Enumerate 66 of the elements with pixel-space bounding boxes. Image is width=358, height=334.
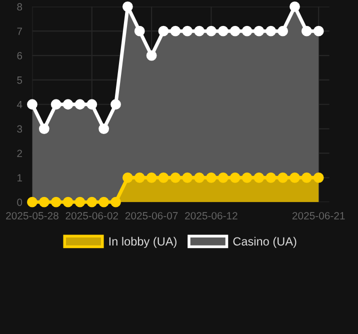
point: [242, 26, 252, 36]
point: [86, 196, 98, 208]
point: [290, 172, 300, 183]
point: [266, 172, 276, 183]
point: [86, 99, 98, 110]
point: [218, 172, 228, 183]
point: [110, 99, 121, 110]
y-tick-label: 4: [16, 100, 22, 108]
point: [230, 26, 240, 36]
point: [218, 26, 228, 36]
point: [38, 124, 50, 134]
point: [313, 172, 324, 183]
point: [27, 99, 38, 110]
point: [98, 196, 110, 208]
x-tick-label: 2025-06-21: [292, 212, 345, 220]
x-tick-label: 2025-05-28: [6, 212, 58, 220]
point: [254, 26, 264, 36]
y-tick-label: 3: [17, 125, 22, 133]
point: [266, 26, 276, 36]
y-tick-label: 8: [17, 3, 22, 11]
y-tick-label: 1: [18, 174, 22, 182]
x-tick-label: 2025-06-12: [185, 212, 238, 220]
point: [27, 196, 38, 208]
point: [134, 172, 145, 183]
point: [146, 172, 157, 183]
y-tick-label: 6: [17, 52, 22, 60]
point: [194, 26, 204, 36]
point: [230, 172, 240, 183]
point: [254, 172, 264, 183]
point: [194, 172, 204, 183]
point: [313, 26, 324, 36]
point: [206, 26, 216, 36]
point: [278, 26, 288, 36]
legend-label: In lobby (UA): [109, 236, 176, 248]
legend-label: Casino (UA): [233, 236, 296, 248]
point: [74, 196, 86, 208]
point: [50, 99, 62, 110]
point: [290, 1, 300, 12]
point: [98, 124, 110, 134]
point: [301, 26, 312, 36]
x-tick-label: 2025-06-07: [125, 212, 178, 220]
point: [122, 172, 133, 183]
point: [38, 196, 50, 208]
point: [62, 99, 74, 110]
y-tick-label: 7: [17, 28, 22, 35]
point: [158, 172, 169, 183]
point: [50, 196, 62, 208]
point: [158, 26, 169, 36]
y-tick-label: 5: [17, 76, 22, 84]
point: [134, 26, 145, 36]
point: [110, 196, 121, 208]
point: [62, 196, 74, 208]
point: [122, 1, 133, 12]
point: [206, 172, 216, 183]
point: [74, 99, 86, 110]
y-tick-label: 2: [17, 150, 22, 157]
x-tick-label: 2025-06-02: [66, 212, 118, 220]
point: [182, 26, 193, 36]
point: [146, 50, 157, 61]
point: [182, 172, 193, 183]
y-tick-label: 0: [17, 198, 22, 206]
point: [170, 172, 181, 183]
point: [170, 26, 181, 36]
point: [278, 172, 288, 183]
point: [301, 172, 312, 183]
point: [242, 172, 252, 183]
